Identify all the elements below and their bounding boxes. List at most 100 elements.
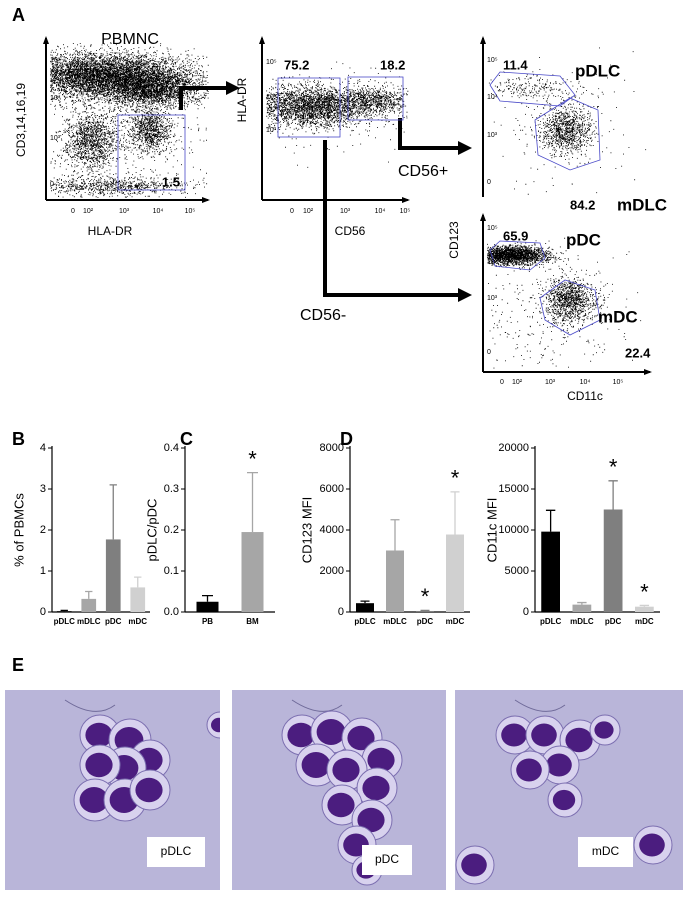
nucleus (357, 807, 385, 833)
significance-star: * (421, 584, 430, 609)
x-axis-label: CD56 (335, 224, 366, 238)
y-tick-label: 0.3 (164, 483, 179, 495)
axis-arrow (43, 36, 49, 44)
y-axis-label: % of PBMCs (11, 493, 26, 567)
gate-percent: 75.2 (284, 57, 309, 72)
y-tick-label: 2000 (320, 565, 344, 577)
significance-star: * (640, 579, 649, 604)
y-tick-label: 8000 (320, 442, 344, 454)
x-axis-label: HLA-DR (88, 224, 133, 238)
x-tick-label: 10² (512, 379, 523, 386)
significance-star: * (451, 466, 460, 491)
y-tick-label: 10⁴ (487, 94, 498, 101)
x-tick-label: 10² (303, 208, 314, 215)
x-tick-label: 10⁵ (613, 379, 624, 386)
y-tick-label: 10⁵ (50, 57, 61, 64)
gate (347, 76, 404, 121)
axis-arrow (402, 197, 410, 203)
fiber (514, 699, 566, 712)
population-label: pDC (566, 230, 601, 249)
error-bar (639, 604, 650, 607)
x-tick-label: PB (202, 617, 213, 626)
y-tick-label: 10⁵ (487, 225, 498, 232)
x-tick-label: mDC (635, 617, 654, 626)
event-dots (488, 47, 647, 195)
x-tick-label: pDLC (540, 617, 562, 626)
error-bar (420, 609, 430, 612)
bar (130, 587, 146, 612)
x-tick-label: pDC (605, 617, 622, 626)
population-label: mDC (598, 307, 638, 326)
gate-percent: 65.9 (503, 228, 528, 243)
axis-arrow (480, 213, 486, 221)
arrowhead (458, 288, 472, 302)
y-tick-label: 10⁴ (50, 95, 61, 102)
nucleus (516, 758, 542, 782)
arrowhead (458, 141, 472, 155)
bar (241, 532, 264, 612)
label-box (578, 837, 633, 867)
y-tick-label: 0 (50, 181, 54, 188)
error-bar (60, 609, 68, 612)
x-tick-label: mDLC (77, 617, 101, 626)
axis-arrow (202, 197, 210, 203)
gate-percent: 18.2 (380, 57, 405, 72)
gate (489, 71, 576, 107)
x-tick-label: 10³ (340, 208, 351, 215)
x-tick-label: 10⁴ (375, 208, 386, 215)
panel-label: B (12, 429, 25, 449)
y-tick-label: 10000 (498, 524, 529, 536)
gate (489, 240, 546, 271)
y-axis-label: CD123 (447, 221, 461, 259)
error-bar (360, 600, 370, 604)
x-tick-label: BM (246, 617, 259, 626)
x-tick-label: 10⁵ (185, 208, 196, 215)
nucleus (287, 722, 315, 748)
nucleus (367, 747, 395, 773)
x-tick-label: pDLC (354, 617, 376, 626)
nucleus (316, 719, 346, 745)
gate-percent: 1.5 (162, 174, 180, 189)
y-tick-label: 15000 (498, 483, 529, 495)
bar (603, 509, 623, 612)
event-dots (50, 42, 209, 198)
bar (446, 534, 464, 612)
micrograph-label: pDC (375, 852, 399, 866)
nucleus (594, 721, 614, 739)
y-tick-label: 10³ (266, 127, 277, 134)
label-box (362, 845, 412, 875)
event-dots (266, 61, 409, 168)
x-tick-label: 10³ (119, 208, 130, 215)
nucleus (501, 723, 527, 747)
x-tick-label: 10⁴ (153, 208, 164, 215)
x-tick-label: mDC (128, 617, 147, 626)
nucleus (531, 723, 557, 747)
gate-percent: 84.2 (570, 197, 595, 212)
y-tick-label: 0.4 (164, 442, 179, 454)
bar (356, 603, 374, 612)
error-bar (134, 576, 142, 588)
event-dots (487, 237, 642, 369)
significance-star: * (248, 446, 257, 471)
label-box (147, 837, 205, 867)
y-axis-label: CD123 MFI (299, 497, 314, 563)
y-tick-label: 20000 (498, 442, 529, 454)
error-bar (202, 594, 213, 602)
population-label: mDLC (617, 195, 667, 214)
bar (196, 601, 219, 612)
y-tick-label: 2 (40, 524, 46, 536)
nucleus (85, 722, 113, 748)
x-tick-label: 10³ (545, 379, 556, 386)
y-tick-label: 5000 (505, 565, 529, 577)
x-axis-label: CD11c (567, 389, 603, 403)
nucleus (85, 752, 113, 778)
panel-label: D (340, 429, 353, 449)
arrow (323, 140, 460, 297)
nucleus (565, 727, 593, 753)
population-label: pDLC (575, 61, 620, 80)
x-tick-label: 10⁴ (580, 379, 591, 386)
bar (386, 550, 404, 612)
y-tick-label: 0 (487, 349, 491, 356)
bar (416, 610, 434, 612)
